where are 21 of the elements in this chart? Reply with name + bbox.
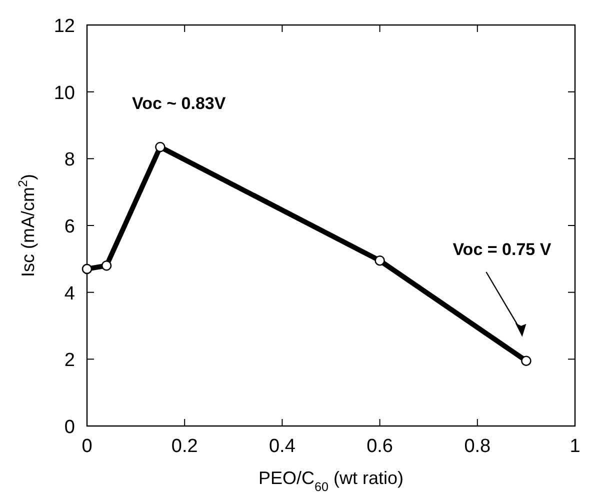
y-tick-label: 2	[64, 350, 75, 372]
y-tick-label: 8	[64, 150, 75, 171]
annotation: Voc = 0.75 V	[452, 240, 552, 259]
x-axis-title: PEO/C$_{60}$ (wt ratio)	[258, 468, 404, 494]
point	[521, 356, 532, 366]
point	[374, 255, 385, 266]
x-tick-label: 0	[82, 436, 92, 457]
point	[101, 260, 112, 271]
x-tick-label: 0.4	[268, 436, 296, 457]
x-tick-label: 0.8	[464, 436, 491, 457]
y-tick-label: 12	[54, 16, 75, 37]
y-tick-label: 0	[64, 417, 75, 438]
y-tick-label: 6	[64, 216, 75, 238]
point	[82, 264, 92, 274]
x-tick-label: 0.2	[171, 436, 198, 457]
point	[155, 142, 166, 152]
x-tick-label: 0.6	[366, 436, 394, 457]
y-tick-label: 4	[64, 283, 76, 304]
y-tick-label: 10	[54, 82, 75, 104]
x-tick-label: 1	[570, 436, 580, 457]
annotation: Voc ~ 0.83V	[132, 94, 226, 113]
